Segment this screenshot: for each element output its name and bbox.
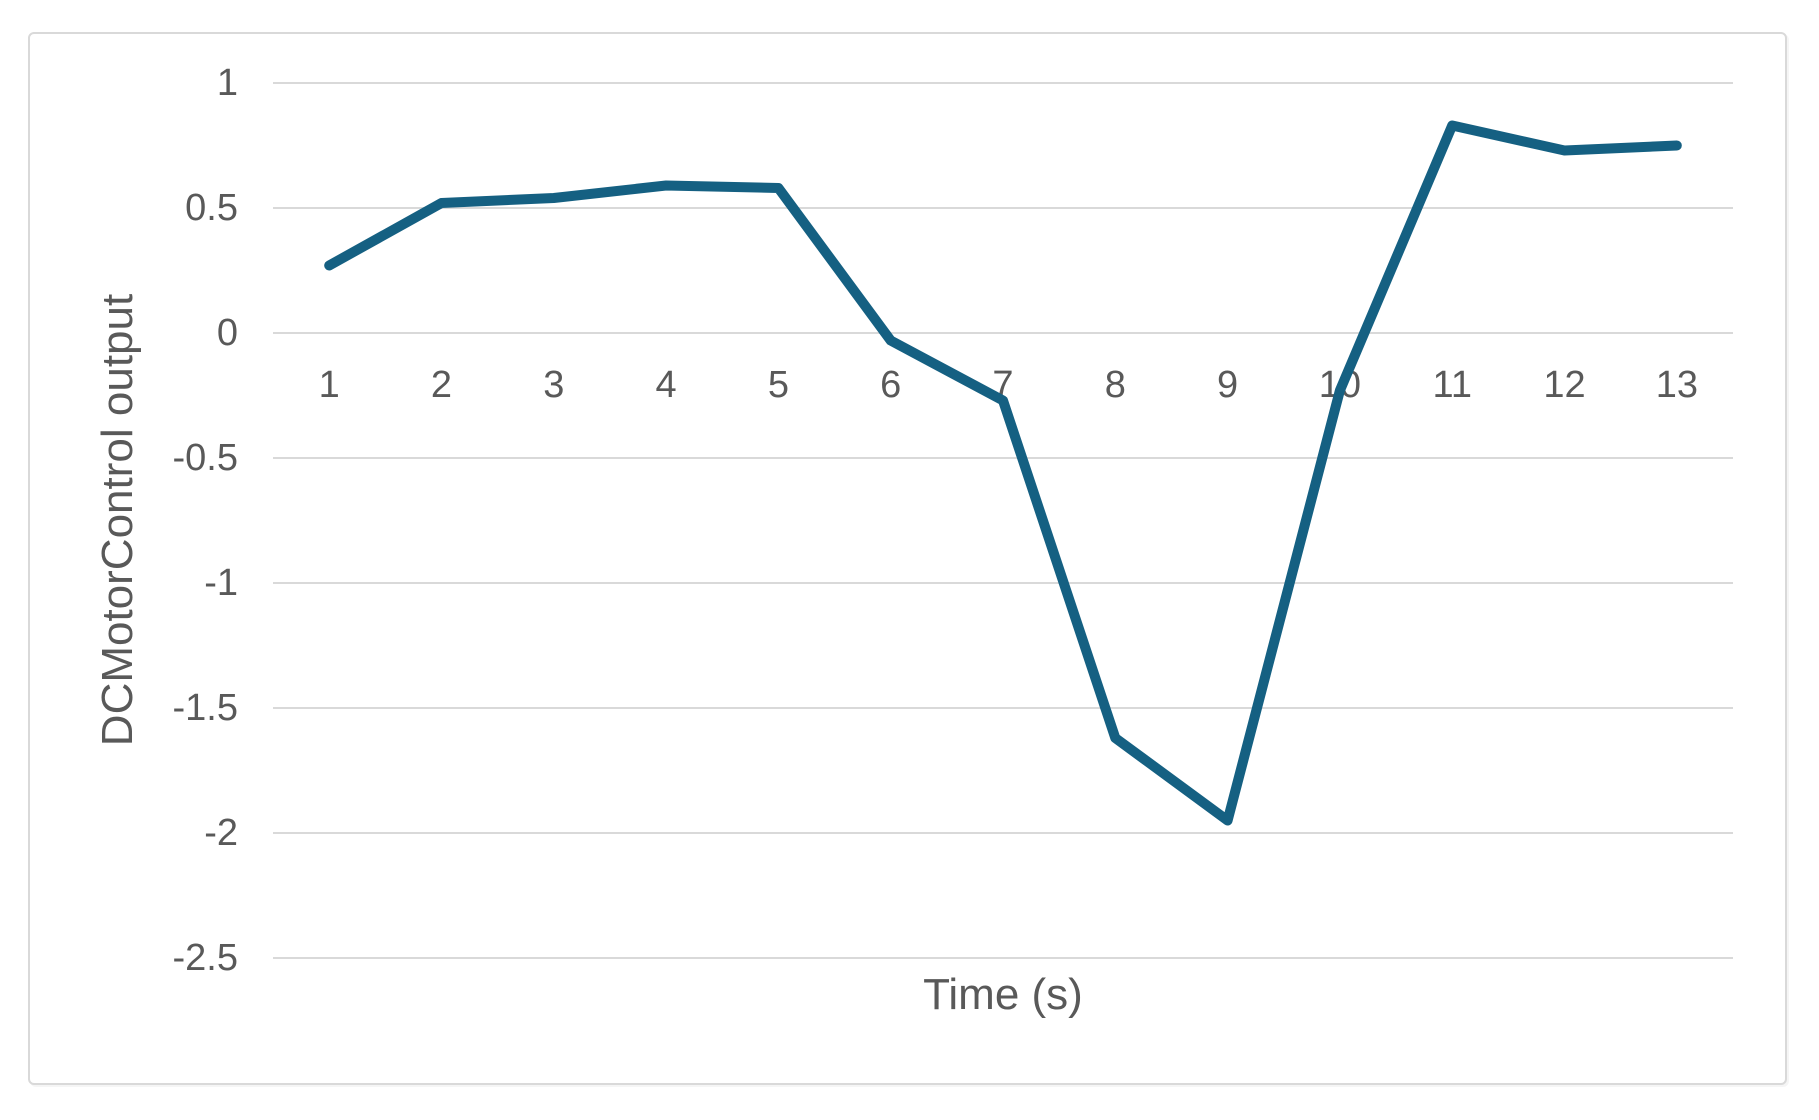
x-tick-label: 11 bbox=[1433, 364, 1472, 406]
x-axis-title: Time (s) bbox=[923, 970, 1083, 1019]
x-tick-label: 3 bbox=[543, 364, 564, 406]
x-tick-label: 9 bbox=[1217, 364, 1238, 406]
x-tick-label: 8 bbox=[1105, 364, 1126, 406]
x-tick-label: 13 bbox=[1656, 364, 1698, 406]
x-tick-label: 2 bbox=[431, 364, 452, 406]
y-tick-label: -0.5 bbox=[173, 437, 238, 479]
y-tick-label: -2 bbox=[204, 812, 238, 854]
y-tick-label: -1 bbox=[204, 562, 238, 604]
y-tick-label: 1 bbox=[217, 62, 238, 104]
x-tick-label: 5 bbox=[768, 364, 789, 406]
x-tick-label: 4 bbox=[656, 364, 677, 406]
x-tick-label: 6 bbox=[880, 364, 901, 406]
y-tick-label: 0.5 bbox=[185, 187, 238, 229]
y-tick-label: 0 bbox=[217, 312, 238, 354]
x-tick-label: 1 bbox=[319, 364, 340, 406]
y-tick-label: -1.5 bbox=[173, 687, 238, 729]
x-tick-label: 12 bbox=[1543, 364, 1585, 406]
series-line bbox=[324, 120, 1682, 826]
y-axis-title: DCMotorControl output bbox=[93, 293, 142, 747]
y-tick-label: -2.5 bbox=[173, 937, 238, 979]
